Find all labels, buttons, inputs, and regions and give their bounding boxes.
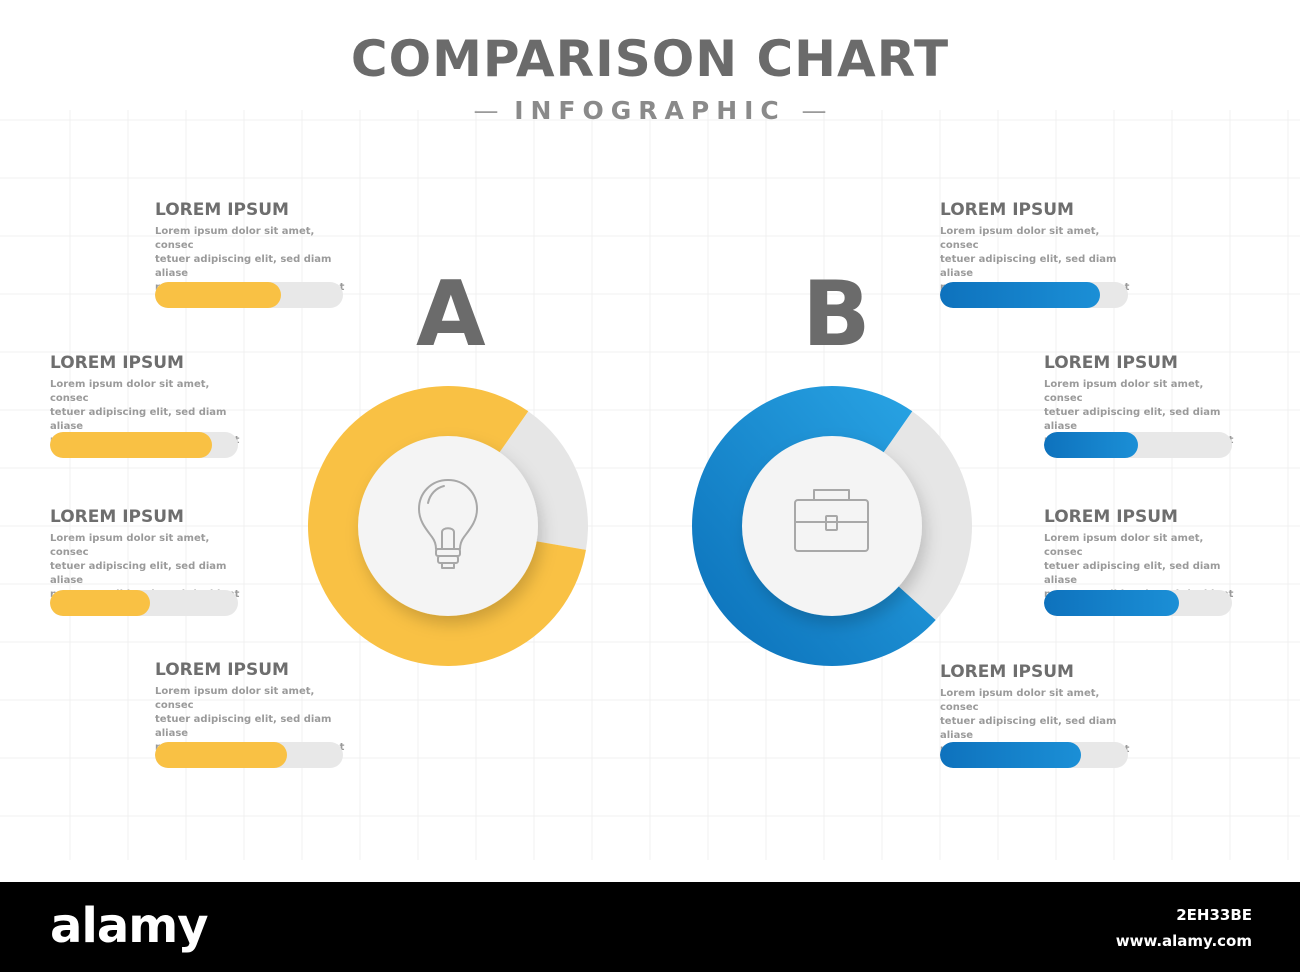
donut-charts — [307, 385, 972, 666]
a-bar-3-fill — [50, 590, 150, 616]
briefcase-icon — [794, 489, 869, 552]
ring-value-segment — [692, 385, 936, 666]
ring-value-segment — [307, 385, 586, 666]
b-item-4-title: LOREM IPSUM — [940, 662, 1074, 682]
a-item-4-title: LOREM IPSUM — [155, 660, 289, 680]
b-bar-2-fill — [1044, 432, 1138, 458]
b-bar-1-fill — [940, 282, 1100, 308]
inner-disc — [742, 436, 922, 616]
a-bar-2-fill — [50, 432, 212, 458]
subtitle-text: INFOGRAPHIC — [514, 96, 786, 125]
footer-brand-logo: alamy — [50, 898, 209, 954]
label-b: B — [802, 262, 871, 367]
lightbulb-icon — [418, 479, 478, 569]
a-bar-4-fill — [155, 742, 287, 768]
b-bar-2 — [1044, 432, 1232, 458]
b-item-3-title: LOREM IPSUM — [1044, 507, 1178, 527]
b-bar-1 — [940, 282, 1128, 308]
a-item-3: LOREM IPSUM Lorem ipsum dolor sit amet, … — [50, 507, 240, 602]
a-bar-1 — [155, 282, 343, 308]
label-a: A — [416, 262, 486, 367]
a-bar-1-fill — [155, 282, 281, 308]
b-bar-3 — [1044, 590, 1232, 616]
b-item-1-title: LOREM IPSUM — [940, 200, 1074, 220]
page-title: COMPARISON CHART — [350, 30, 950, 88]
footer-url: www.alamy.com — [1115, 932, 1252, 950]
footer-image-code: 2EH33BE — [1176, 906, 1252, 924]
inner-disc — [358, 436, 538, 616]
a-item-3-title: LOREM IPSUM — [50, 507, 184, 527]
a-bar-4 — [155, 742, 343, 768]
b-bar-4 — [940, 742, 1128, 768]
ring-remaining-segment — [882, 411, 972, 621]
footer-bar: alamy 2EH33BE www.alamy.com — [0, 882, 1300, 972]
donut-b — [692, 385, 972, 666]
a-bar-2 — [50, 432, 238, 458]
b-bar-3-fill — [1044, 590, 1180, 616]
b-bar-4-fill — [940, 742, 1081, 768]
b-item-3: LOREM IPSUM Lorem ipsum dolor sit amet, … — [1044, 507, 1234, 602]
a-bar-3 — [50, 590, 238, 616]
b-item-1: LOREM IPSUM Lorem ipsum dolor sit amet, … — [940, 200, 1130, 295]
page-subtitle: — INFOGRAPHIC — — [0, 96, 1300, 125]
subtitle-dash-left: — — [473, 96, 499, 125]
subtitle-dash-right: — — [801, 96, 827, 125]
a-item-1-title: LOREM IPSUM — [155, 200, 289, 220]
b-item-2-title: LOREM IPSUM — [1044, 353, 1178, 373]
a-item-4: LOREM IPSUM Lorem ipsum dolor sit amet, … — [155, 660, 345, 755]
a-item-2-title: LOREM IPSUM — [50, 353, 184, 373]
a-item-1: LOREM IPSUM Lorem ipsum dolor sit amet, … — [155, 200, 345, 295]
donut-a — [307, 385, 588, 666]
ring-remaining-segment — [498, 411, 588, 550]
